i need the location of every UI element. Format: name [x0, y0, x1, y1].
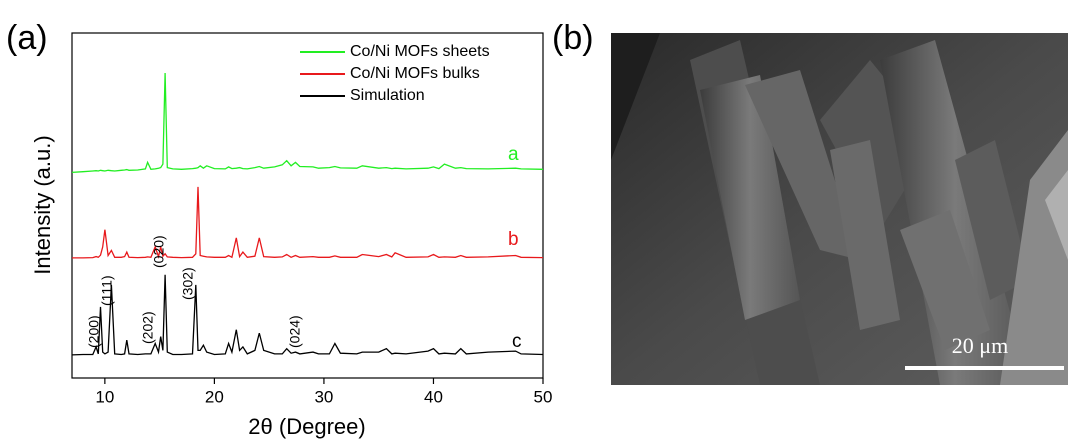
x-axis-label: 2θ (Degree) — [248, 414, 365, 439]
legend-label: Simulation — [350, 87, 425, 104]
x-tick-label: 30 — [314, 387, 333, 406]
x-tick-label: 10 — [95, 387, 114, 406]
y-axis-label: Intensity (a.u.) — [30, 135, 55, 274]
annotation: (024) — [287, 315, 303, 348]
x-tick-label: 20 — [205, 387, 224, 406]
series-line — [71, 72, 544, 174]
x-tick-label: 50 — [534, 387, 553, 406]
series-line — [72, 186, 544, 259]
panel-label: (a) — [6, 19, 48, 57]
annotation: c — [512, 331, 522, 352]
annotation: (302) — [180, 267, 196, 300]
annotation: (020) — [151, 235, 167, 268]
x-tick-label: 40 — [424, 387, 443, 406]
panel-label: (b) — [552, 19, 594, 57]
legend-label: Co/Ni MOFs bulks — [350, 65, 480, 82]
annotation: b — [508, 229, 519, 250]
sem-image: 20 μm — [611, 33, 1068, 385]
annotation: a — [508, 144, 519, 165]
legend-label: Co/Ni MOFs sheets — [350, 43, 490, 60]
annotation: (111) — [99, 275, 115, 306]
annotation: (202) — [140, 311, 156, 344]
scale-bar-label: 20 μm — [952, 333, 1008, 358]
annotation: (200) — [86, 315, 102, 348]
plot-frame — [71, 32, 544, 379]
series-line — [71, 274, 544, 356]
